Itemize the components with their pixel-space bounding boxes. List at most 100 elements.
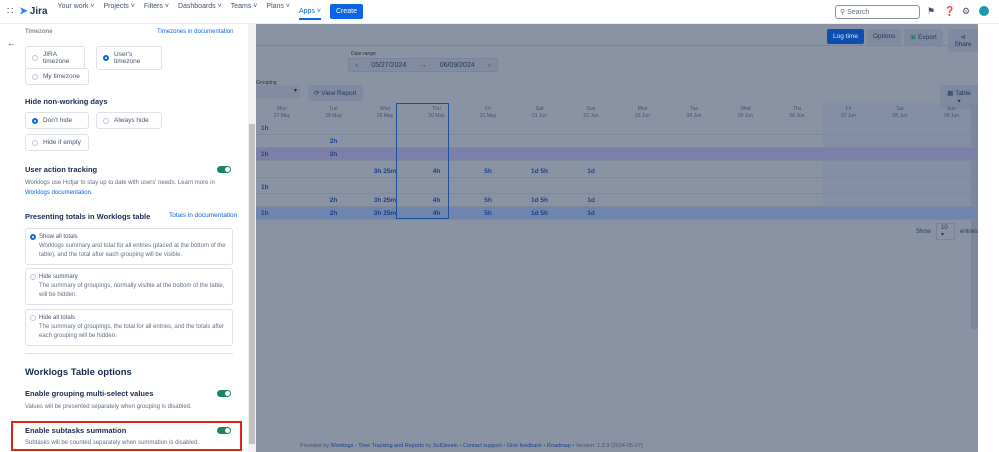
column-header[interactable]: Thu 30 May — [428, 106, 445, 119]
table-row-entry[interactable]: 1h — [256, 181, 976, 194]
duration-cell[interactable]: 1d — [587, 197, 595, 204]
nav-filters[interactable]: Filters ˅ — [143, 3, 169, 10]
nav-dashboards[interactable]: Dashboards ˅ — [177, 3, 222, 10]
duration-cell[interactable]: 1d — [587, 210, 595, 217]
nav-apps[interactable]: Apps ˅ — [298, 8, 321, 20]
nav-your-work[interactable]: Your work ˅ — [57, 3, 95, 10]
worklogs-doc-link[interactable]: Worklogs documentation. — [25, 190, 93, 196]
timezone-doc-link[interactable]: Timezones in documentation — [157, 29, 234, 35]
radio-icon — [32, 117, 38, 124]
subtasks-toggle[interactable] — [217, 427, 231, 434]
column-header[interactable]: Mon 27 May — [273, 106, 291, 119]
export-button[interactable]: ▣ Export — [904, 29, 943, 45]
duration-cell[interactable]: 1d 5h — [531, 197, 548, 204]
column-header[interactable]: Wed 29 May — [376, 106, 394, 119]
totals-doc-link[interactable]: Totals in documentation — [169, 212, 238, 219]
search-input[interactable]: ⚲ Search — [835, 5, 920, 19]
date-from-input[interactable]: 05/27/2024 — [371, 61, 407, 69]
nonworking-option[interactable]: Always hide — [96, 112, 162, 129]
entries-select[interactable]: 10 ▾ — [936, 223, 955, 240]
multiselect-toggle[interactable] — [217, 390, 231, 397]
nonworking-option[interactable]: Hide if empty — [25, 134, 89, 151]
log-time-button[interactable]: Log time — [827, 29, 864, 44]
date-range: ‹ 05/27/2024 → 06/09/2024 › — [348, 58, 498, 72]
duration-cell[interactable]: 4h — [432, 210, 441, 217]
totals-option[interactable]: Show all totals Worklogs summary and tota… — [25, 228, 233, 265]
nav-teams[interactable]: Teams ˅ — [230, 3, 258, 10]
duration-cell[interactable]: 3h 25m — [373, 168, 397, 175]
next-range-icon[interactable]: › — [487, 61, 491, 69]
nav-projects[interactable]: Projects ˅ — [103, 3, 135, 10]
avatar[interactable] — [979, 6, 989, 16]
duration-cell[interactable]: 2h — [329, 138, 338, 145]
column-header[interactable]: Mon 03 Jun — [634, 106, 650, 119]
duration-cell[interactable]: 1h — [261, 210, 269, 217]
duration-cell[interactable]: 1h — [261, 125, 269, 132]
column-header[interactable]: Tue 28 May — [325, 106, 342, 119]
duration-cell[interactable]: 3h 25m — [373, 210, 397, 217]
app-switcher-icon[interactable]: ∷ — [7, 6, 14, 17]
timezone-option[interactable]: User's timezone — [96, 46, 162, 70]
table-icon: ▦ — [947, 90, 954, 97]
column-header[interactable]: Sun 09 Jun — [943, 106, 959, 119]
jira-logo[interactable]: ➤ Jira — [19, 6, 48, 17]
timezone-option[interactable]: JIRA timezone — [25, 46, 85, 70]
column-header[interactable]: Sat 01 Jun — [531, 106, 547, 119]
create-button[interactable]: Create — [329, 4, 363, 19]
table-row-entry[interactable]: 3h 25m 4h 5h 1d 5h 1d — [256, 165, 976, 178]
column-header[interactable]: Fri 07 Jun — [840, 106, 856, 119]
notifications-icon[interactable]: ⚑ — [927, 6, 936, 16]
duration-cell[interactable]: 1h — [261, 184, 269, 191]
prev-range-icon[interactable]: ‹ — [355, 61, 358, 69]
back-arrow-icon[interactable]: ← — [7, 38, 16, 48]
table-row-entry[interactable]: 1h — [256, 122, 976, 135]
table-row-group-total[interactable]: 1h 2h — [256, 148, 976, 161]
duration-cell[interactable]: 2h — [329, 151, 338, 158]
column-header[interactable]: Wed 05 Jun — [737, 106, 753, 119]
panel-scrollbar[interactable] — [248, 24, 256, 452]
date-to-input[interactable]: 06/09/2024 — [439, 61, 475, 69]
grouping-select[interactable]: ▾ — [256, 85, 300, 98]
column-header[interactable]: Fri 31 May — [479, 106, 497, 119]
column-header[interactable]: Sun 02 Jun — [583, 106, 599, 119]
give-feedback-link[interactable]: Give feedback — [506, 443, 542, 449]
options-button[interactable]: Options — [867, 29, 902, 44]
vendor-link[interactable]: SolDevelo — [432, 443, 458, 449]
roadmap-link[interactable]: Roadmap — [546, 443, 571, 449]
table-row-entry[interactable]: 2h — [256, 135, 976, 148]
view-report-button[interactable]: ⟳ View Report — [308, 85, 363, 101]
duration-cell[interactable]: 1d 5h — [531, 168, 548, 175]
duration-cell[interactable]: 4h — [432, 197, 441, 204]
multiselect-title: Enable grouping multi-select values — [25, 389, 154, 398]
date-range-label: Date range — [351, 51, 376, 57]
table-row-total[interactable]: 1h 2h 3h 25m 4h 5h 1d 5h 1d — [256, 207, 976, 220]
totals-option[interactable]: Hide all totals The summary of groupings,… — [25, 309, 233, 346]
duration-cell[interactable]: 5h — [484, 168, 492, 175]
duration-cell[interactable]: 2h — [329, 210, 338, 217]
duration-cell[interactable]: 4h — [432, 168, 441, 175]
totals-option[interactable]: Hide summary The summary of groupings, no… — [25, 268, 233, 305]
duration-cell[interactable]: 1d 5h — [531, 210, 548, 217]
today-column-highlight — [395, 103, 449, 219]
duration-cell[interactable]: 1h — [261, 151, 269, 158]
settings-panel: ← Timezone Timezones in documentation JI… — [0, 24, 248, 452]
nonworking-option[interactable]: Don't hide — [25, 112, 89, 129]
duration-cell[interactable]: 3h 25m — [373, 197, 397, 204]
duration-cell[interactable]: 5h — [484, 210, 492, 217]
table-options-title: Worklogs Table options — [25, 367, 132, 378]
column-header[interactable]: Tue 04 Jun — [686, 106, 702, 119]
column-header[interactable]: Thu 06 Jun — [789, 106, 805, 119]
tracking-toggle[interactable] — [217, 166, 231, 173]
duration-cell[interactable]: 1d — [587, 168, 595, 175]
help-icon[interactable]: ❓ — [944, 6, 956, 16]
duration-cell[interactable]: 2h — [329, 197, 338, 204]
table-row-entry[interactable]: 2h 3h 25m 4h 5h 1d 5h 1d — [256, 194, 976, 207]
product-link[interactable]: Worklogs - Time Tracking and Reports — [330, 443, 425, 449]
timezone-option[interactable]: My timezone — [25, 68, 89, 85]
duration-cell[interactable]: 5h — [484, 197, 492, 204]
contact-support-link[interactable]: Contact support — [462, 443, 502, 449]
column-header[interactable]: Sat 08 Jun — [892, 106, 908, 119]
nav-plans[interactable]: Plans ˅ — [266, 3, 290, 10]
share-button[interactable]: ⊲ Share — [948, 29, 978, 52]
settings-icon[interactable]: ⚙ — [962, 6, 971, 16]
